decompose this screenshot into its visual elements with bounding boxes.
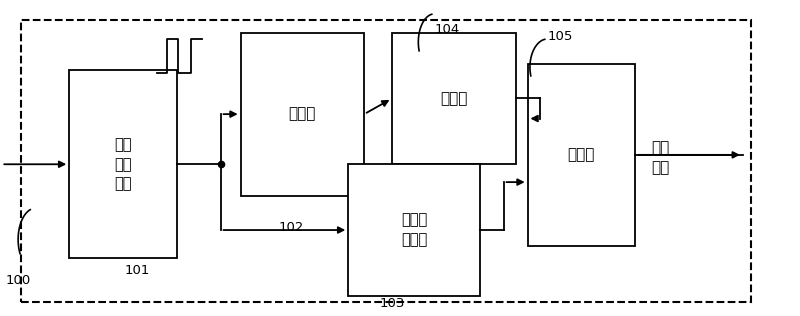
Bar [348,164,480,296]
Bar [69,70,177,258]
Bar [392,33,515,164]
Bar [241,33,364,196]
Text: 相角
检测
模块: 相角 检测 模块 [114,137,132,191]
Text: 102: 102 [279,221,304,234]
Text: 100: 100 [6,274,30,287]
Text: 反相器: 反相器 [289,106,316,122]
Text: 调光
信号: 调光 信号 [650,141,669,175]
Text: 104: 104 [434,23,459,36]
Text: 101: 101 [125,264,150,277]
Bar [527,64,635,246]
Text: 比较器: 比较器 [568,147,595,162]
Text: 103: 103 [379,297,405,310]
Text: 105: 105 [547,30,573,43]
Text: 滤波器: 滤波器 [440,91,467,106]
Text: 波形发
生模块: 波形发 生模块 [401,213,427,247]
